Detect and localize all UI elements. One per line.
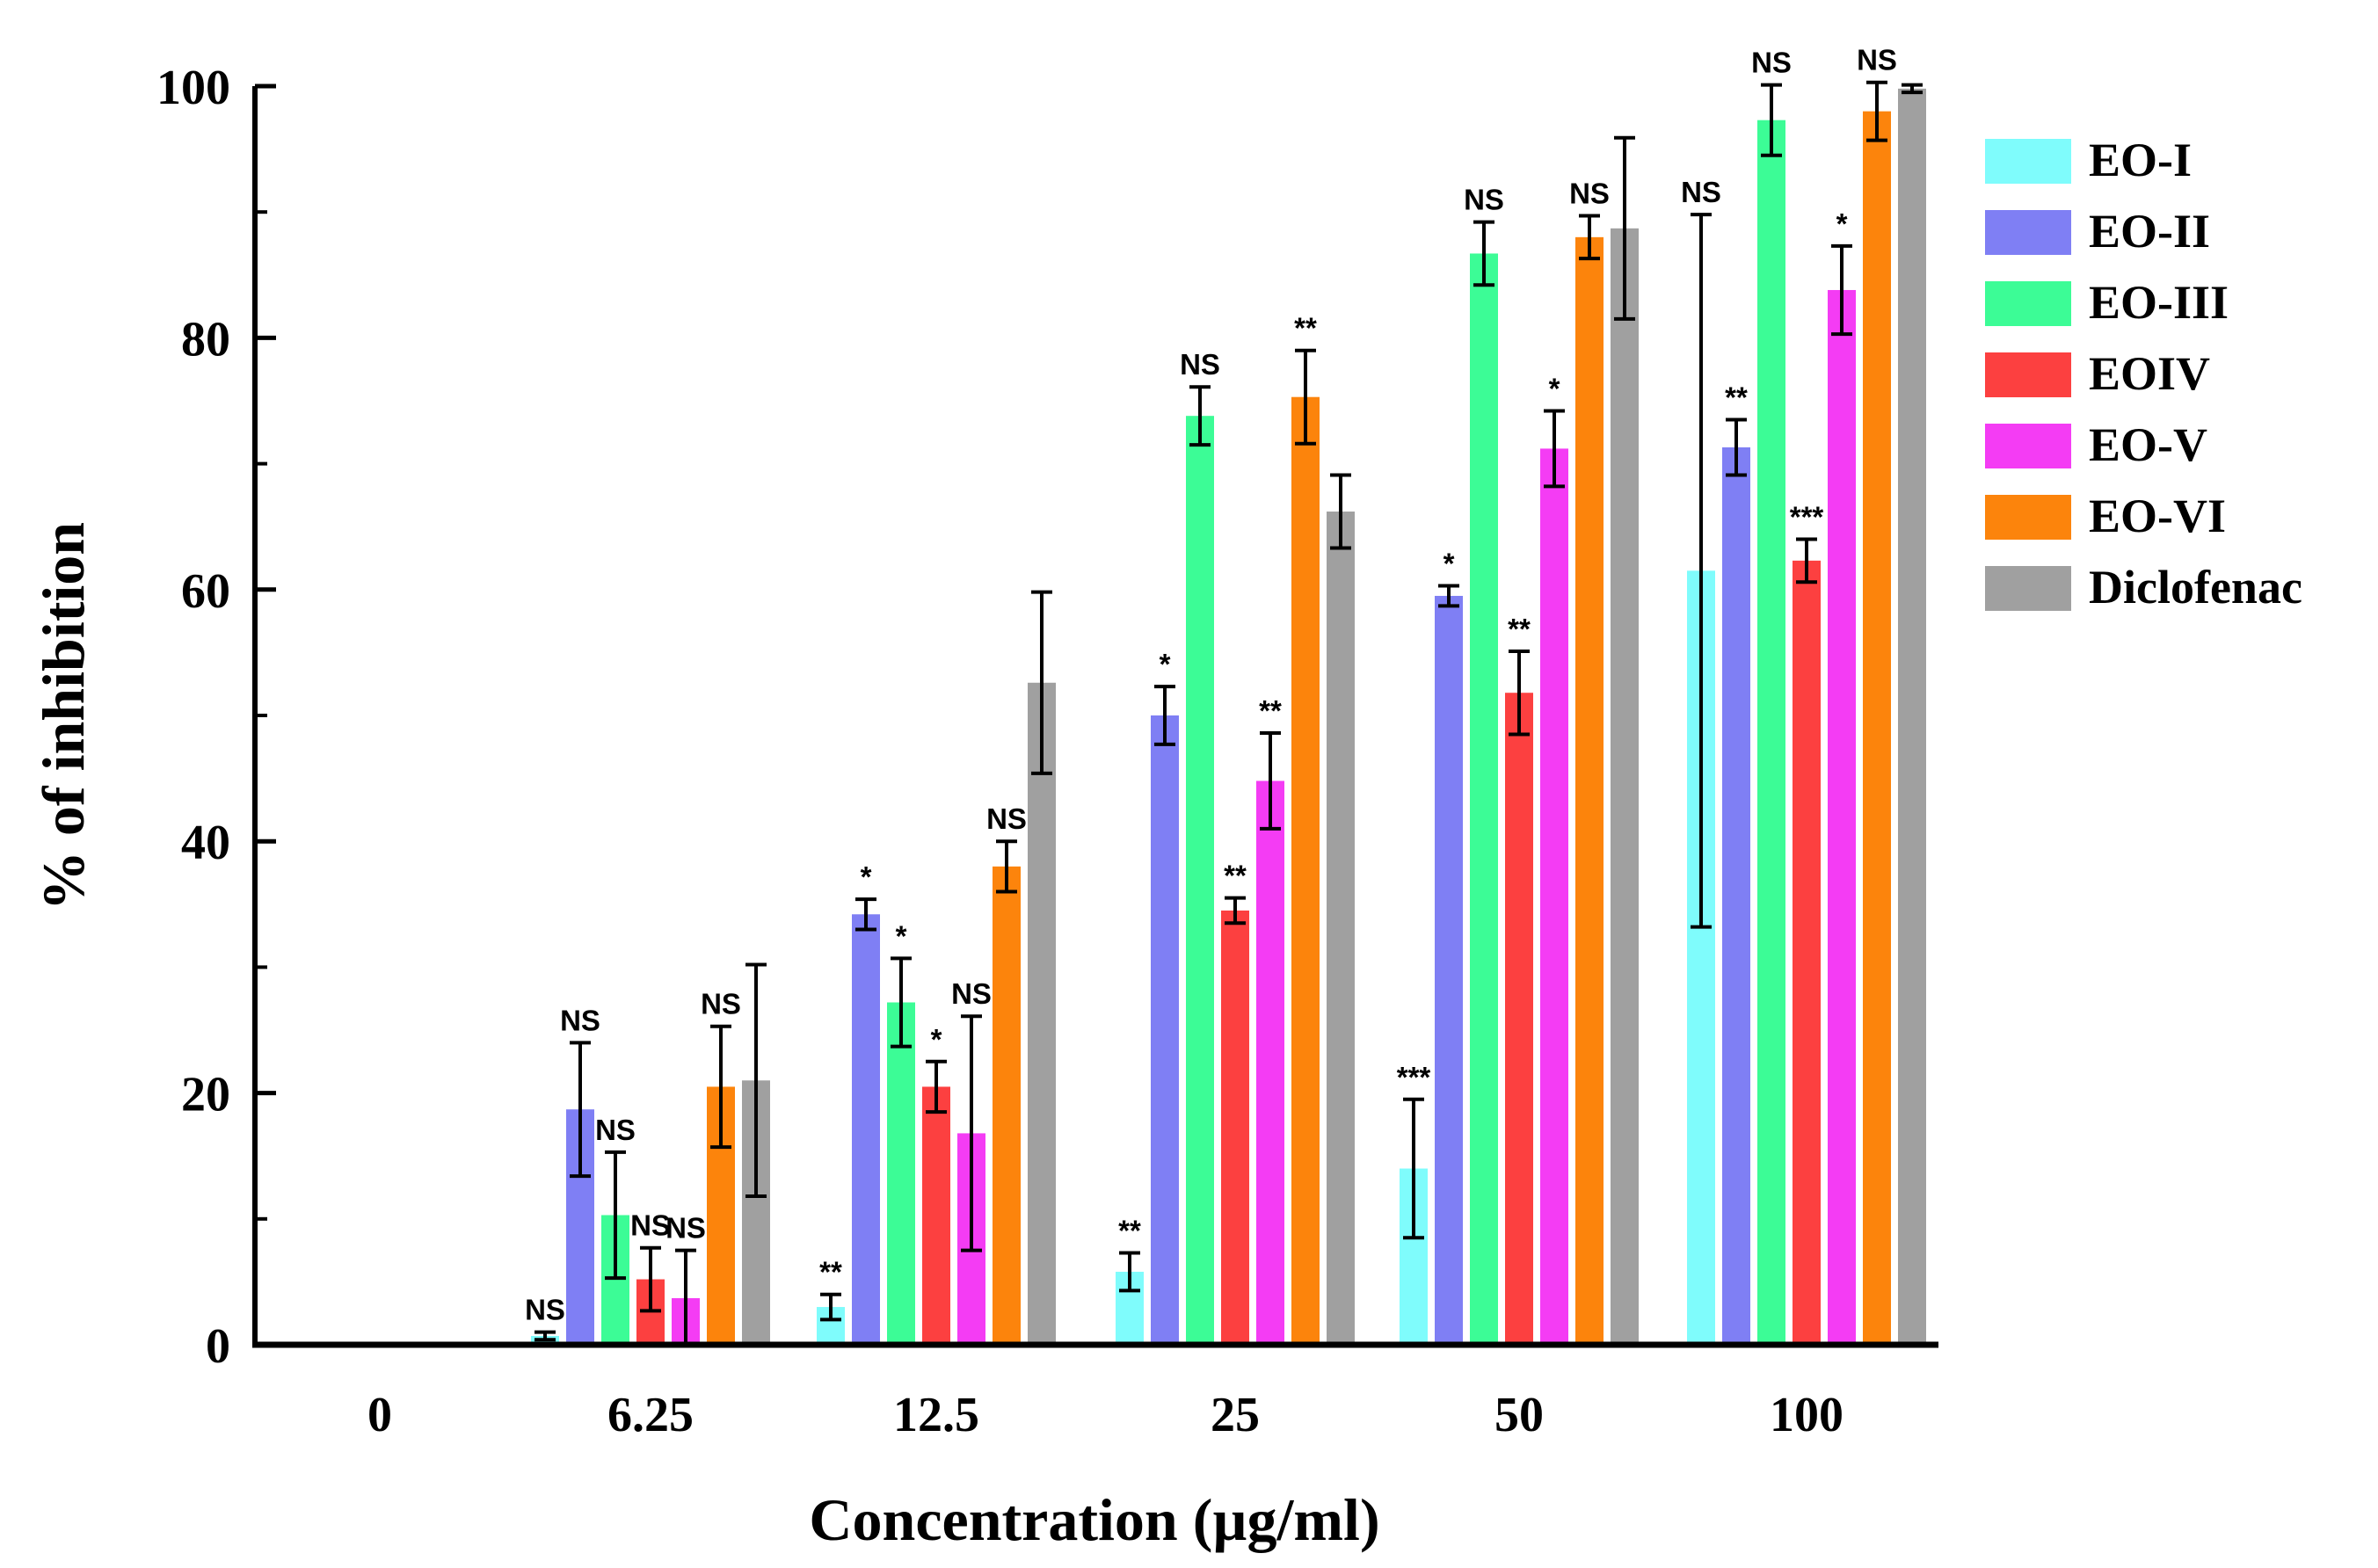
significance-label: * (1549, 372, 1560, 404)
significance-label: ** (1725, 381, 1748, 413)
x-axis-title: Concentration (µg/ml) (809, 1486, 1379, 1553)
bar (887, 1002, 915, 1345)
x-tick-label: 12.5 (893, 1388, 979, 1442)
y-axis-title: % of inhibition (30, 522, 97, 911)
bar (1575, 236, 1604, 1346)
bar (993, 866, 1021, 1345)
significance-label: ** (1118, 1214, 1141, 1246)
series-EO-II: NS***** (560, 381, 1750, 1345)
significance-label: * (861, 860, 872, 893)
legend-swatch (1985, 495, 2071, 540)
significance-label: *** (1790, 501, 1824, 534)
bar (1151, 715, 1179, 1345)
significance-label: NS (1681, 176, 1721, 208)
plot-area: NS*******NSNS*****NS*NSNSNSNS********NSN… (525, 44, 1926, 1347)
bar (1722, 446, 1750, 1345)
bar (1028, 682, 1056, 1345)
bar (1793, 560, 1821, 1345)
legend-swatch (1985, 424, 2071, 468)
x-tick-label: 0 (367, 1388, 392, 1442)
x-tick-label: 50 (1494, 1388, 1544, 1442)
bar (1540, 448, 1568, 1345)
y-tick-label: 60 (181, 564, 230, 619)
significance-label: * (931, 1023, 942, 1056)
bar (852, 914, 880, 1345)
bar (1898, 88, 1926, 1345)
legend-label: EO-I (2089, 134, 2192, 186)
bar (1186, 416, 1214, 1346)
bar (1291, 396, 1320, 1346)
legend: EO-I EO-II EO-III EOIV EO-V EO-VI Diclofenac (1985, 134, 2302, 613)
legend-label: Diclofenac (2089, 561, 2302, 613)
bar (1505, 693, 1533, 1345)
series-EO-I: NS*******NS (525, 176, 1721, 1345)
significance-label: NS (560, 1004, 600, 1036)
bar (1327, 512, 1355, 1345)
significance-label: NS (1857, 44, 1897, 76)
significance-label: NS (1464, 184, 1504, 216)
significance-label: NS (986, 802, 1027, 835)
y-tick-label: 0 (206, 1319, 230, 1374)
bar (922, 1086, 950, 1345)
significance-label: * (1160, 648, 1171, 680)
significance-label: ** (1294, 312, 1317, 345)
significance-label: NS (595, 1114, 636, 1146)
legend-swatch (1985, 281, 2071, 326)
significance-label: ** (1508, 613, 1531, 645)
significance-label: * (1444, 548, 1455, 580)
significance-label: ** (1224, 860, 1247, 892)
legend-swatch (1985, 210, 2071, 255)
bar (1828, 289, 1856, 1345)
significance-label: NS (630, 1209, 671, 1242)
significance-label: NS (1180, 348, 1220, 381)
y-tick-label: 20 (181, 1068, 230, 1122)
significance-label: NS (1751, 47, 1792, 79)
bar (1221, 910, 1249, 1345)
legend-swatch (1985, 566, 2071, 611)
legend-label: EO-III (2089, 276, 2229, 329)
significance-label: NS (701, 988, 741, 1020)
y-tick-label: 100 (156, 61, 230, 115)
y-tick-label: 80 (181, 312, 230, 367)
bar (1863, 111, 1891, 1345)
significance-label: NS (951, 977, 992, 1010)
significance-label: NS (525, 1294, 565, 1326)
bar (1611, 228, 1639, 1345)
legend-swatch (1985, 352, 2071, 397)
y-axis-ticks: 0 20 40 60 80 100 (156, 61, 276, 1374)
series-EOIV: NS******** (630, 501, 1823, 1345)
legend-label: EO-VI (2089, 490, 2226, 542)
bar (1256, 780, 1284, 1345)
x-tick-label: 6.25 (607, 1388, 694, 1442)
x-axis-ticks: 0 6.25 12.5 25 50 100 (367, 1388, 1843, 1442)
significance-label: NS (1569, 177, 1610, 209)
legend-label: EO-II (2089, 205, 2210, 258)
significance-label: NS (665, 1212, 706, 1245)
x-tick-label: 25 (1211, 1388, 1260, 1442)
bar (1470, 253, 1498, 1345)
significance-label: *** (1397, 1061, 1431, 1093)
legend-label: EOIV (2089, 347, 2210, 400)
significance-label: ** (819, 1256, 842, 1289)
significance-label: ** (1259, 694, 1282, 727)
legend-label: EO-V (2089, 418, 2207, 471)
bar (1435, 595, 1463, 1345)
significance-label: * (1836, 207, 1848, 240)
significance-label: * (896, 919, 907, 952)
y-tick-label: 40 (181, 816, 230, 870)
series-Diclofenac (742, 83, 1926, 1345)
bar (1757, 120, 1785, 1345)
legend-swatch (1985, 139, 2071, 184)
x-tick-label: 100 (1770, 1388, 1843, 1442)
